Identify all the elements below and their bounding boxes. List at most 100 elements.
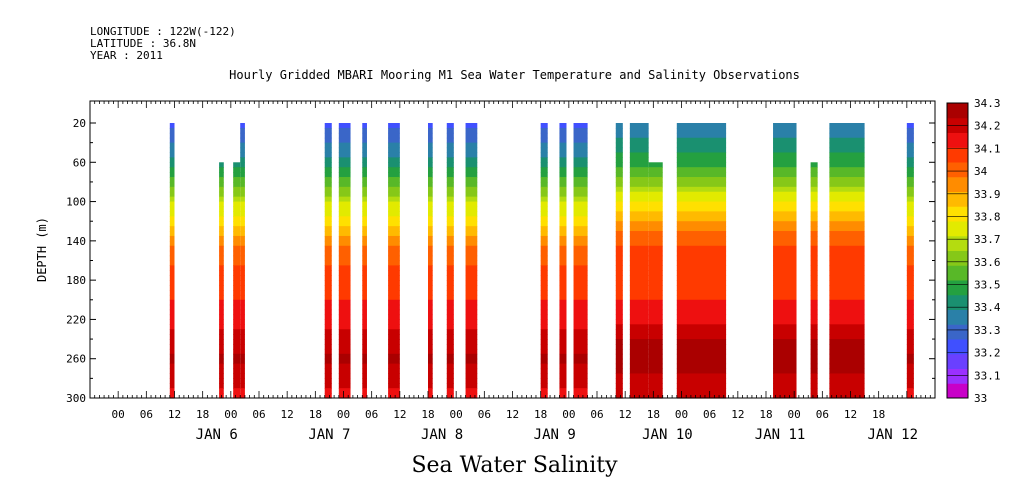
y-tick-label: 220 [66,313,86,326]
salinity-cell [540,157,548,163]
salinity-cell [169,348,175,355]
x-day-label: JAN 12 [867,427,918,443]
salinity-cell [615,245,623,252]
salinity-cell [810,235,818,242]
salinity-cell [169,393,175,399]
salinity-cell [428,304,433,311]
salinity-cell [446,172,454,178]
salinity-cell [829,167,865,173]
salinity-cell [829,363,865,370]
salinity-cell [388,211,400,217]
salinity-cell [388,388,400,394]
data-block [573,123,588,399]
salinity-cell [362,324,367,330]
salinity-cell [676,255,727,262]
salinity-cell [240,329,245,335]
salinity-cell [324,240,332,247]
salinity-cell [559,329,567,335]
salinity-cell [629,235,649,242]
salinity-cell [906,294,914,301]
x-hour-label: 12 [844,408,857,421]
colorbar-label: 34.3 [974,97,1001,110]
salinity-cell [233,221,241,227]
salinity-cell [362,304,367,311]
salinity-cell [906,383,914,389]
salinity-cell [676,285,727,291]
salinity-cell [773,348,797,355]
salinity-cell [446,157,454,163]
salinity-cell [629,353,649,360]
salinity-cell [428,373,433,379]
salinity-cell [465,191,478,198]
salinity-cell [573,177,588,183]
salinity-cell [906,265,914,271]
colorbar-label: 34.1 [974,142,1001,155]
salinity-cell [324,162,332,168]
salinity-cell [465,250,478,257]
salinity-cell [559,294,567,301]
salinity-cell [559,255,567,262]
salinity-cell [465,231,478,237]
salinity-cell [240,289,245,296]
salinity-cell [362,265,367,271]
salinity-cell [388,373,400,379]
salinity-cell [338,137,351,144]
salinity-cell [676,270,727,276]
salinity-cell [573,378,588,384]
salinity-cell [773,221,797,227]
salinity-cell [388,245,400,252]
salinity-cell [240,147,245,154]
salinity-cell [773,231,797,237]
salinity-cell [810,221,818,227]
salinity-cell [573,191,588,198]
salinity-cell [773,388,797,394]
salinity-cell [540,245,548,252]
salinity-cell [573,339,588,345]
salinity-cell [829,358,865,365]
salinity-cell [338,260,351,267]
salinity-cell [540,226,548,232]
salinity-cell [540,294,548,301]
salinity-cell [446,393,454,399]
salinity-cell [169,314,175,321]
salinity-cell [338,383,351,389]
salinity-cell [362,177,367,183]
salinity-cell [615,378,623,384]
salinity-cell [446,235,454,242]
salinity-cell [240,358,245,365]
salinity-cell [428,142,433,149]
salinity-cell [324,260,332,267]
salinity-cell [648,255,663,262]
x-hour-label: 06 [140,408,153,421]
salinity-cell [615,373,623,379]
salinity-cell [362,280,367,286]
salinity-cell [676,383,727,389]
salinity-cell [648,304,663,311]
salinity-cell [773,363,797,370]
salinity-cell [773,309,797,316]
salinity-cell [428,388,433,394]
salinity-cell [540,127,548,134]
salinity-cell [362,196,367,203]
salinity-cell [629,186,649,193]
salinity-cell [233,299,241,306]
colorbar-swatch [947,368,968,384]
salinity-cell [648,201,663,208]
salinity-cell [573,147,588,154]
chart-title: Hourly Gridded MBARI Mooring M1 Sea Wate… [229,68,800,82]
salinity-cell [906,186,914,193]
salinity-cell [676,235,727,242]
colorbar-swatch [947,206,968,222]
salinity-cell [559,196,567,203]
x-day-label: JAN 8 [421,427,463,443]
salinity-cell [169,294,175,301]
colorbar-label: 33.6 [974,256,1001,269]
y-tick-label: 60 [73,156,86,169]
salinity-cell [324,285,332,291]
salinity-cell [219,353,224,360]
salinity-cell [676,152,727,158]
salinity-cell [829,299,865,306]
salinity-cell [428,127,433,134]
salinity-cell [773,157,797,163]
salinity-cell [465,309,478,316]
